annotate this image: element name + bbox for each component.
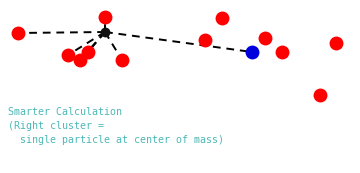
Point [102, 16, 108, 18]
Point [119, 59, 125, 61]
Point [202, 39, 208, 41]
Point [262, 37, 268, 39]
Point [77, 59, 83, 61]
Point [317, 94, 323, 96]
Point [102, 31, 108, 33]
Text: (Right cluster =: (Right cluster = [8, 121, 104, 131]
Text: single particle at center of mass): single particle at center of mass) [8, 135, 224, 145]
Text: Smarter Calculation: Smarter Calculation [8, 107, 122, 117]
Point [333, 42, 339, 44]
Point [279, 51, 285, 53]
Point [15, 32, 21, 34]
Point [65, 54, 71, 56]
Point [219, 17, 225, 19]
Point [249, 51, 255, 53]
Point [85, 51, 91, 53]
